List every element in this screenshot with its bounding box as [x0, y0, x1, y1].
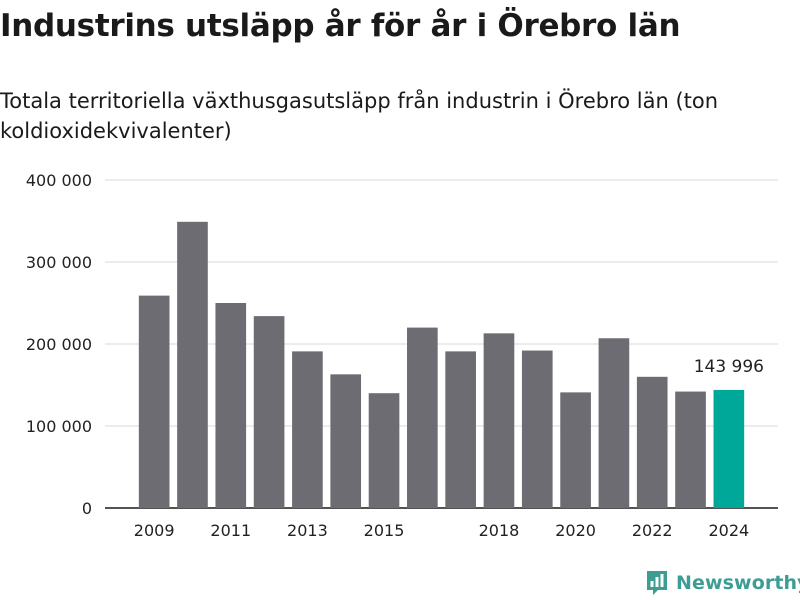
bar-2019 [521, 350, 553, 508]
x-tick-label: 2022 [632, 521, 673, 540]
bar-2015 [368, 393, 400, 508]
x-axis-labels: 2009 2011 2013 2015 2018 2020 2022 2024 [134, 521, 749, 540]
bar-2013 [292, 351, 323, 508]
bar-2020 [560, 392, 591, 508]
x-tick-label: 2018 [479, 521, 520, 540]
bar-2011 [215, 303, 247, 508]
branding: Newsworthy [645, 568, 800, 598]
y-tick-label: 0 [82, 499, 92, 518]
bar-2014 [330, 374, 362, 508]
y-tick-label: 100 000 [26, 417, 92, 436]
bar-2010 [177, 221, 208, 508]
x-tick-label: 2024 [708, 521, 749, 540]
x-tick-label: 2015 [364, 521, 405, 540]
bar-2016 [407, 327, 438, 508]
y-tick-label: 300 000 [26, 253, 92, 272]
x-tick-label: 2020 [555, 521, 596, 540]
y-tick-label: 400 000 [26, 171, 92, 190]
chart-title: Industrins utsläpp år för år i Örebro lä… [0, 8, 681, 44]
x-tick-label: 2013 [287, 521, 328, 540]
bars [138, 221, 745, 508]
data-label: 143 996 [694, 357, 764, 377]
chart-subtitle: Totala territoriella växthusgasutsläpp f… [0, 89, 719, 143]
brand-name: Newsworthy [676, 572, 800, 594]
y-tick-label: 200 000 [26, 335, 92, 354]
x-tick-label: 2011 [210, 521, 251, 540]
bar-2022 [636, 376, 668, 508]
bar-2024 [713, 389, 745, 508]
bar-2009 [138, 295, 170, 508]
bar-2012 [253, 316, 285, 508]
data-labels: 143 996 [694, 357, 764, 377]
bar-2023 [675, 391, 706, 508]
bar-2021 [598, 338, 630, 508]
bar-2018 [483, 333, 515, 508]
bar-2017 [445, 351, 476, 508]
x-tick-label: 2009 [134, 521, 175, 540]
chart-logo-icon [647, 571, 667, 595]
y-axis-labels: 0 100 000 200 000 300 000 400 000 [26, 171, 92, 518]
